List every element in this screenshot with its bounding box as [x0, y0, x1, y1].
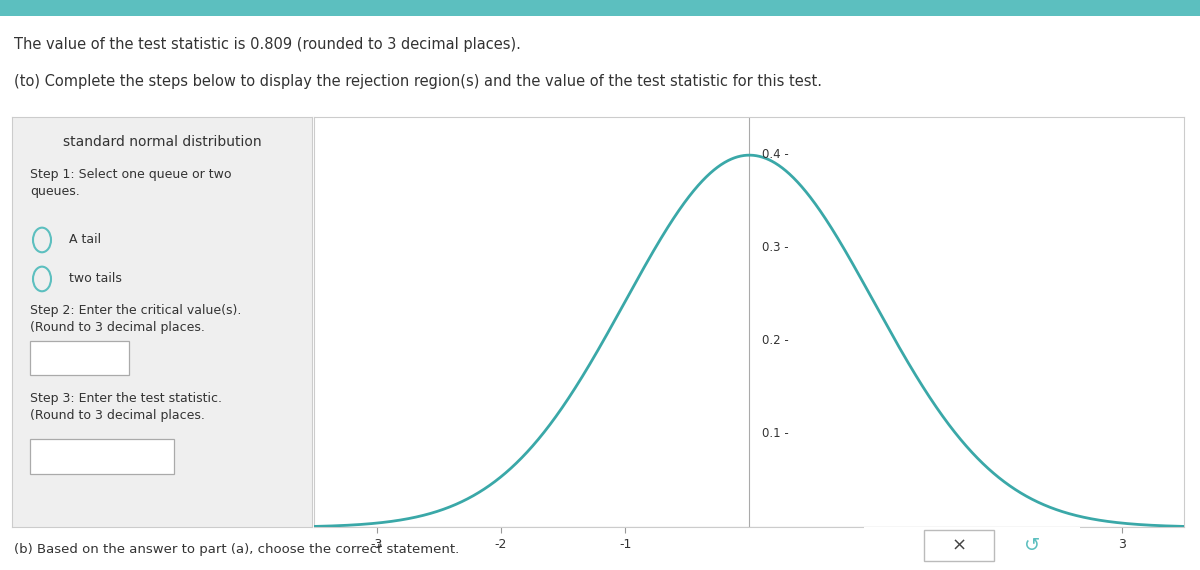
- Text: ↺: ↺: [1025, 536, 1040, 555]
- FancyBboxPatch shape: [30, 439, 174, 474]
- Text: A tail: A tail: [70, 234, 101, 246]
- Text: 0.3 -: 0.3 -: [762, 241, 788, 254]
- Text: standard normal distribution: standard normal distribution: [62, 135, 262, 149]
- Text: 0.4 -: 0.4 -: [762, 148, 788, 161]
- Text: (b) Based on the answer to part (a), choose the correct statement.: (b) Based on the answer to part (a), cho…: [14, 543, 460, 556]
- Text: The value of the test statistic is 0.809 (rounded to 3 decimal places).: The value of the test statistic is 0.809…: [14, 37, 521, 52]
- FancyBboxPatch shape: [924, 530, 994, 561]
- Text: Step 2: Enter the critical value(s).
(Round to 3 decimal places.: Step 2: Enter the critical value(s). (Ro…: [30, 304, 241, 333]
- Text: 0.1 -: 0.1 -: [762, 428, 788, 441]
- Text: Step 1: Select one queue or two
queues.: Step 1: Select one queue or two queues.: [30, 168, 232, 198]
- Text: 0.2 -: 0.2 -: [762, 334, 788, 347]
- Text: two tails: two tails: [70, 272, 122, 286]
- Text: (to) Complete the steps below to display the rejection region(s) and the value o: (to) Complete the steps below to display…: [14, 74, 822, 89]
- Text: ×: ×: [952, 537, 967, 555]
- FancyBboxPatch shape: [30, 340, 130, 376]
- Text: Step 3: Enter the test statistic.
(Round to 3 decimal places.: Step 3: Enter the test statistic. (Round…: [30, 392, 222, 422]
